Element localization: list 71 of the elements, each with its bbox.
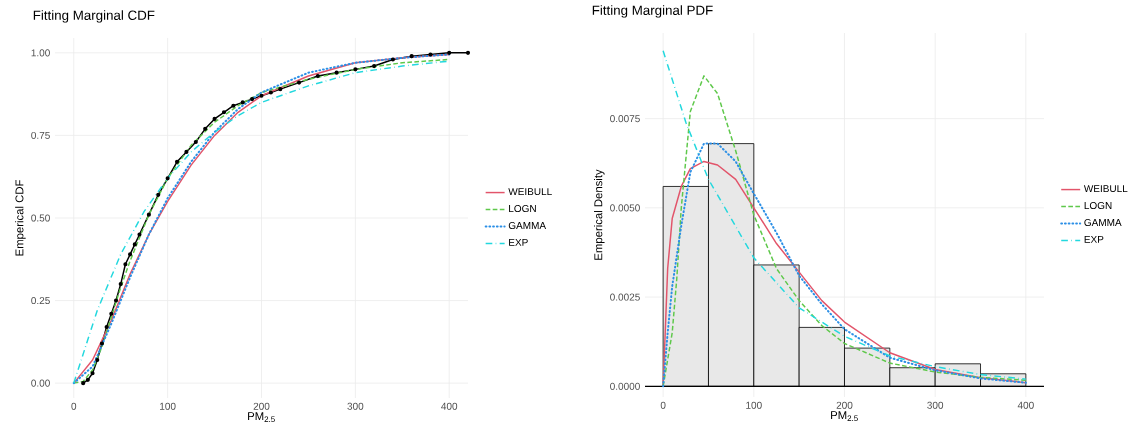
chart-title: Fitting Marginal CDF xyxy=(33,10,155,23)
point xyxy=(259,93,264,98)
y-tick-label: 1.00 xyxy=(31,49,50,57)
point xyxy=(95,357,100,363)
y-tick-label: 0.0000 xyxy=(610,382,640,390)
point xyxy=(278,87,283,92)
point xyxy=(268,90,273,95)
point xyxy=(146,212,151,217)
point xyxy=(221,110,227,115)
y-tick-label: 0.25 xyxy=(31,297,50,305)
point xyxy=(447,50,452,55)
x-tick-label: 300 xyxy=(927,401,944,409)
point xyxy=(137,232,142,237)
point xyxy=(240,100,245,105)
x-tick-label: 100 xyxy=(160,402,176,410)
x-tick-label: 300 xyxy=(347,402,364,410)
y-tick-label: 0.0025 xyxy=(610,293,640,301)
point xyxy=(90,371,95,376)
point xyxy=(372,63,377,69)
point xyxy=(353,67,358,72)
point xyxy=(81,381,86,386)
point xyxy=(156,192,161,197)
legend-label: LOGN xyxy=(1084,202,1112,210)
y-tick-label: 0.75 xyxy=(31,131,50,139)
legend-label: EXP xyxy=(1084,235,1104,243)
x-tick-label: 200 xyxy=(253,402,270,410)
x-tick-label: 0 xyxy=(660,401,666,409)
point xyxy=(113,298,119,303)
point xyxy=(99,341,105,346)
point xyxy=(174,159,180,164)
point xyxy=(409,54,414,59)
point xyxy=(428,52,433,57)
point xyxy=(296,80,302,85)
legend-label: WEIBULL xyxy=(508,188,552,196)
x-tick-label: 0 xyxy=(71,402,77,410)
point xyxy=(390,57,395,62)
y-tick-label: 0.00 xyxy=(31,379,50,387)
point xyxy=(203,126,208,131)
point xyxy=(123,262,128,267)
point xyxy=(193,139,198,145)
point xyxy=(132,242,137,247)
y-tick-label: 0.50 xyxy=(31,214,50,222)
x-axis-title: PM$_{2.5}$ xyxy=(831,411,858,422)
y-tick-label: 0.0075 xyxy=(610,115,640,123)
point xyxy=(128,252,133,257)
point xyxy=(109,311,114,316)
legend-label: GAMMA xyxy=(508,221,547,230)
point xyxy=(465,50,471,55)
point xyxy=(231,103,236,108)
point xyxy=(118,281,123,287)
chart-title: Fitting Marginal PDF xyxy=(592,5,713,18)
point xyxy=(212,116,217,121)
legend-label: WEIBULL xyxy=(1083,185,1128,193)
point xyxy=(165,176,170,181)
y-axis-title: Emperical CDF xyxy=(15,180,26,256)
point xyxy=(104,324,109,330)
x-tick-label: 400 xyxy=(1017,401,1034,409)
point xyxy=(334,70,339,75)
legend-label: LOGN xyxy=(509,205,536,213)
point xyxy=(184,149,189,155)
x-axis-title: PM$_{2.5}$ xyxy=(248,412,275,423)
y-tick-label: 0.0050 xyxy=(610,204,640,212)
point xyxy=(250,97,255,102)
legend-label: EXP xyxy=(509,238,528,246)
x-tick-label: 200 xyxy=(836,401,853,409)
x-tick-label: 400 xyxy=(441,402,458,410)
point xyxy=(315,73,320,79)
legend-label: GAMMA xyxy=(1084,218,1122,227)
y-axis-title: Emperical Density xyxy=(593,169,605,260)
point xyxy=(85,377,90,382)
x-tick-label: 100 xyxy=(746,401,762,409)
